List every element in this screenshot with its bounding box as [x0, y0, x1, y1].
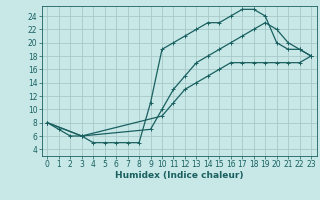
X-axis label: Humidex (Indice chaleur): Humidex (Indice chaleur): [115, 171, 244, 180]
